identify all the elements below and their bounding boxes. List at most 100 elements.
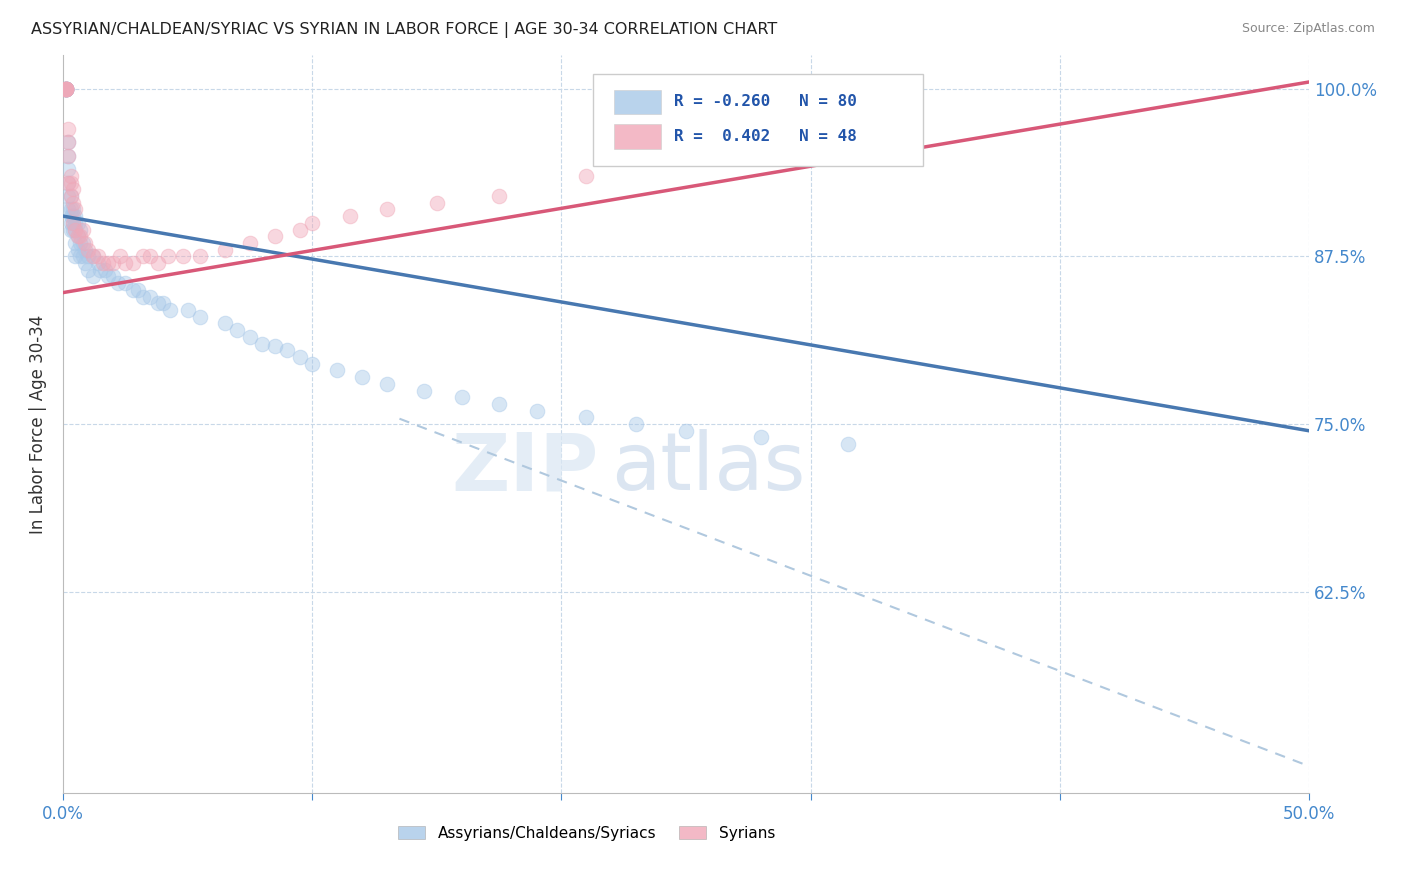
Point [110, 249, 132, 263]
Point [214, 317, 236, 331]
Point [159, 303, 181, 318]
Point [575, 410, 598, 425]
Point [326, 363, 349, 377]
Point [263, 229, 285, 244]
Point [62, 195, 84, 210]
Point [239, 330, 262, 344]
Point [55, 81, 77, 95]
Text: ASSYRIAN/CHALDEAN/SYRIAC VS SYRIAN IN LABOR FORCE | AGE 30-34 CORRELATION CHART: ASSYRIAN/CHALDEAN/SYRIAC VS SYRIAN IN LA… [31, 22, 778, 38]
Point [91, 256, 114, 270]
Point [55, 81, 77, 95]
Point [89, 262, 111, 277]
Point [56, 122, 79, 136]
Point [72, 249, 94, 263]
Point [77, 249, 100, 263]
Point [156, 249, 179, 263]
Point [56, 136, 79, 150]
Point [65, 209, 87, 223]
Point [55, 81, 77, 95]
Point [55, 81, 77, 95]
Point [288, 350, 311, 364]
Point [65, 235, 87, 250]
Legend: Assyrians/Chaldeans/Syriacs, Syrians: Assyrians/Chaldeans/Syriacs, Syrians [398, 826, 775, 840]
Point [675, 424, 697, 438]
Point [75, 235, 97, 250]
Point [55, 81, 77, 95]
Point [94, 262, 117, 277]
Text: R = -0.260   N = 80: R = -0.260 N = 80 [673, 95, 856, 109]
Point [59, 169, 82, 183]
Point [82, 249, 104, 263]
Point [56, 189, 79, 203]
Point [188, 249, 211, 263]
Bar [614, 125, 661, 149]
Point [426, 195, 449, 210]
Point [72, 235, 94, 250]
Point [252, 336, 274, 351]
Point [55, 81, 77, 95]
Point [488, 189, 510, 203]
Point [55, 81, 77, 95]
Point [72, 222, 94, 236]
Point [55, 81, 77, 95]
Point [226, 323, 249, 337]
FancyBboxPatch shape [592, 73, 922, 166]
Point [97, 269, 120, 284]
Point [82, 249, 104, 263]
Point [77, 243, 100, 257]
Point [55, 81, 77, 95]
Point [114, 256, 136, 270]
Point [375, 202, 398, 217]
Point [132, 290, 155, 304]
Point [59, 189, 82, 203]
Point [276, 343, 298, 358]
Point [65, 216, 87, 230]
Point [263, 339, 285, 353]
Y-axis label: In Labor Force | Age 30-34: In Labor Force | Age 30-34 [30, 315, 46, 533]
Point [188, 310, 211, 324]
Point [69, 249, 91, 263]
Point [75, 256, 97, 270]
Point [132, 249, 155, 263]
Point [488, 397, 510, 411]
Point [127, 283, 149, 297]
Point [413, 384, 436, 398]
Point [55, 81, 77, 95]
Point [62, 216, 84, 230]
Point [59, 216, 82, 230]
Text: atlas: atlas [612, 429, 806, 508]
Point [59, 202, 82, 217]
Point [288, 222, 311, 236]
Point [56, 149, 79, 163]
Point [77, 262, 100, 277]
Point [352, 370, 374, 384]
Point [56, 162, 79, 177]
Text: R =  0.402   N = 48: R = 0.402 N = 48 [673, 128, 856, 144]
Point [450, 390, 472, 404]
Point [55, 81, 77, 95]
Text: Source: ZipAtlas.com: Source: ZipAtlas.com [1241, 22, 1375, 36]
Point [172, 249, 194, 263]
Point [152, 296, 174, 310]
Point [56, 149, 79, 163]
Point [62, 202, 84, 217]
Point [301, 216, 323, 230]
Point [69, 235, 91, 250]
Point [139, 290, 162, 304]
Point [121, 256, 143, 270]
Point [69, 222, 91, 236]
Point [62, 209, 84, 223]
Point [214, 243, 236, 257]
Point [55, 81, 77, 95]
Point [837, 437, 859, 451]
Point [62, 222, 84, 236]
Point [55, 81, 77, 95]
Point [69, 229, 91, 244]
Point [121, 283, 143, 297]
Point [176, 303, 198, 318]
Point [700, 136, 723, 150]
Bar [614, 90, 661, 114]
Point [65, 249, 87, 263]
Point [107, 276, 129, 290]
Point [526, 403, 548, 417]
